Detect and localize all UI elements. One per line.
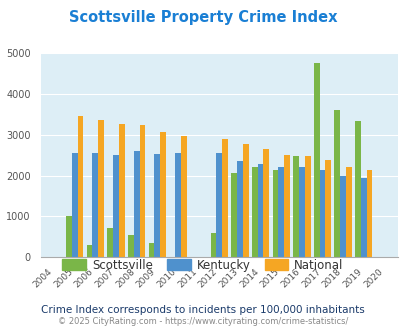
- Bar: [242, 145, 248, 257]
- Bar: [354, 121, 360, 257]
- Bar: [298, 167, 304, 257]
- Bar: [272, 170, 277, 257]
- Bar: [66, 216, 72, 257]
- Bar: [77, 116, 83, 257]
- Bar: [175, 153, 180, 257]
- Bar: [86, 245, 92, 257]
- Bar: [210, 233, 216, 257]
- Bar: [292, 156, 298, 257]
- Bar: [128, 235, 133, 257]
- Bar: [160, 132, 166, 257]
- Bar: [334, 110, 339, 257]
- Bar: [154, 154, 160, 257]
- Bar: [237, 161, 242, 257]
- Bar: [257, 164, 263, 257]
- Bar: [277, 167, 284, 257]
- Bar: [119, 124, 124, 257]
- Bar: [72, 153, 77, 257]
- Bar: [313, 63, 319, 257]
- Bar: [216, 153, 222, 257]
- Bar: [339, 176, 345, 257]
- Bar: [366, 170, 371, 257]
- Bar: [251, 167, 257, 257]
- Bar: [139, 125, 145, 257]
- Bar: [284, 155, 289, 257]
- Bar: [263, 149, 269, 257]
- Text: Crime Index corresponds to incidents per 100,000 inhabitants: Crime Index corresponds to incidents per…: [41, 305, 364, 315]
- Bar: [148, 243, 154, 257]
- Text: © 2025 CityRating.com - https://www.cityrating.com/crime-statistics/: © 2025 CityRating.com - https://www.city…: [58, 317, 347, 326]
- Text: Scottsville Property Crime Index: Scottsville Property Crime Index: [68, 10, 337, 25]
- Bar: [107, 228, 113, 257]
- Bar: [319, 170, 324, 257]
- Bar: [92, 153, 98, 257]
- Bar: [304, 155, 310, 257]
- Legend: Scottsville, Kentucky, National: Scottsville, Kentucky, National: [58, 254, 347, 276]
- Bar: [231, 173, 237, 257]
- Bar: [133, 151, 139, 257]
- Bar: [345, 167, 351, 257]
- Bar: [113, 155, 119, 257]
- Bar: [180, 136, 186, 257]
- Bar: [360, 179, 366, 257]
- Bar: [324, 160, 330, 257]
- Bar: [222, 139, 227, 257]
- Bar: [98, 120, 104, 257]
